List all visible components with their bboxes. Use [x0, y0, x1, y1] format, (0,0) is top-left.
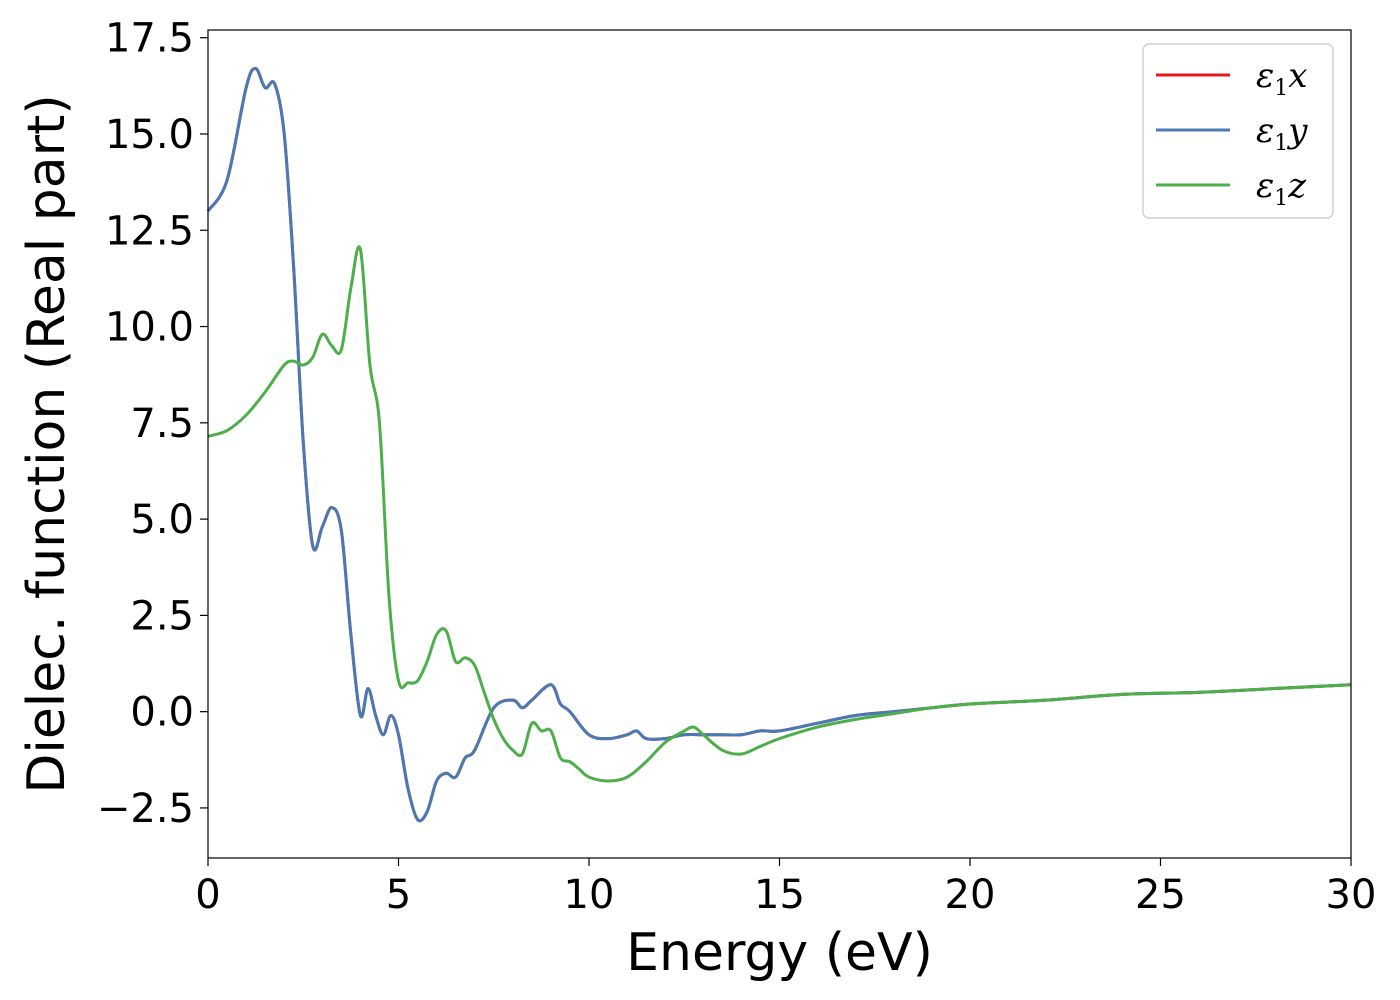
y-tick-label: 5.0 [130, 497, 194, 543]
x-tick-label: 30 [1326, 872, 1377, 918]
x-tick-label: 0 [195, 872, 220, 918]
x-tick-label: 10 [564, 872, 615, 918]
y-tick-label: 2.5 [130, 593, 194, 639]
x-axis-ticks: 0 5 10 15 20 25 30 [195, 858, 1376, 918]
y-tick-label: −2.5 [97, 786, 194, 832]
x-tick-label: 20 [945, 872, 996, 918]
x-axis-title: Energy (eV) [626, 923, 933, 983]
legend-entry-x: ε1x [1256, 56, 1307, 101]
plot-lines [206, 67, 1352, 823]
x-tick-label: 25 [1135, 872, 1186, 918]
legend: ε1x ε1y ε1z [1142, 43, 1334, 219]
y-tick-label: 7.5 [130, 401, 194, 447]
y-axis-ticks: −2.5 0.0 2.5 5.0 7.5 10.0 12.5 15.0 17.5 [97, 16, 208, 832]
y-tick-label: 15.0 [105, 112, 194, 158]
x-tick-label: 5 [386, 872, 411, 918]
y-tick-label: 10.0 [105, 305, 194, 351]
y-tick-label: 17.5 [105, 16, 194, 62]
legend-box [1142, 43, 1334, 219]
y-tick-label: 0.0 [130, 690, 194, 736]
legend-entry-y: ε1y [1256, 111, 1308, 156]
y-axis-title: Dielec. function (Real part) [17, 94, 77, 793]
x-tick-label: 15 [754, 872, 805, 918]
legend-entry-z: ε1z [1256, 166, 1307, 211]
series-line-y [206, 67, 1352, 823]
series-line-z [207, 245, 1352, 783]
y-tick-label: 12.5 [105, 208, 194, 254]
